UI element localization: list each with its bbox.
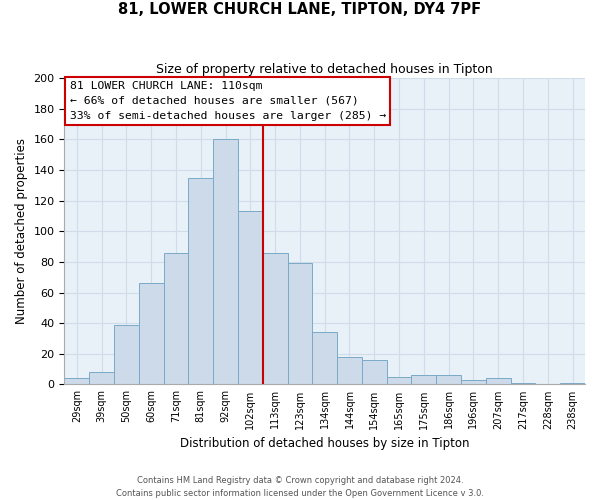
Bar <box>386 377 412 384</box>
Text: 81 LOWER CHURCH LANE: 110sqm
← 66% of detached houses are smaller (567)
33% of s: 81 LOWER CHURCH LANE: 110sqm ← 66% of de… <box>70 81 386 120</box>
Bar <box>337 357 362 384</box>
Bar <box>213 140 238 384</box>
Bar <box>436 375 461 384</box>
Bar <box>461 380 486 384</box>
Bar <box>64 378 89 384</box>
Bar <box>486 378 511 384</box>
Bar <box>412 375 436 384</box>
Bar <box>164 252 188 384</box>
X-axis label: Distribution of detached houses by size in Tipton: Distribution of detached houses by size … <box>180 437 469 450</box>
Bar <box>287 264 313 384</box>
Y-axis label: Number of detached properties: Number of detached properties <box>15 138 28 324</box>
Bar <box>139 284 164 384</box>
Bar <box>511 383 535 384</box>
Bar <box>238 212 263 384</box>
Bar <box>560 383 585 384</box>
Bar <box>263 252 287 384</box>
Bar <box>89 372 114 384</box>
Bar <box>114 324 139 384</box>
Bar <box>362 360 386 384</box>
Title: Size of property relative to detached houses in Tipton: Size of property relative to detached ho… <box>157 62 493 76</box>
Bar <box>313 332 337 384</box>
Text: 81, LOWER CHURCH LANE, TIPTON, DY4 7PF: 81, LOWER CHURCH LANE, TIPTON, DY4 7PF <box>118 2 482 18</box>
Bar <box>188 178 213 384</box>
Text: Contains HM Land Registry data © Crown copyright and database right 2024.
Contai: Contains HM Land Registry data © Crown c… <box>116 476 484 498</box>
